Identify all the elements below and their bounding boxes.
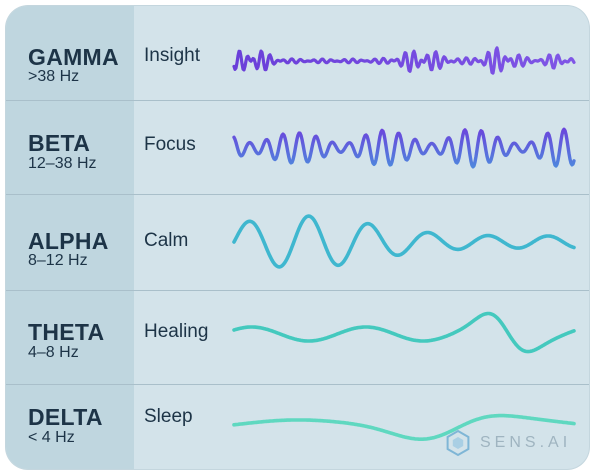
brand-logo-text: SENS.AI bbox=[480, 434, 572, 451]
beta-wave bbox=[232, 127, 576, 169]
band-name: GAMMA bbox=[28, 44, 119, 70]
band-name: ALPHA bbox=[28, 228, 109, 254]
mental-state: Calm bbox=[144, 230, 189, 251]
band-name: BETA bbox=[28, 130, 91, 156]
hexagon-logo-icon bbox=[446, 429, 470, 457]
mental-state: Sleep bbox=[144, 406, 193, 427]
row-divider bbox=[6, 384, 589, 385]
row-divider bbox=[6, 100, 589, 101]
theta-wave bbox=[232, 311, 576, 354]
band-range: 12–38 Hz bbox=[28, 155, 97, 172]
band-range: 8–12 Hz bbox=[28, 252, 88, 269]
brand-logo: SENS.AI bbox=[444, 429, 571, 457]
waveform-canvas bbox=[232, 46, 576, 441]
brainwave-card: GAMMA >38 Hz Insight BETA 12–38 Hz Focus… bbox=[6, 6, 589, 469]
band-name: DELTA bbox=[28, 404, 103, 430]
mental-state: Focus bbox=[144, 134, 196, 155]
mental-state: Healing bbox=[144, 321, 209, 342]
band-range: 4–8 Hz bbox=[28, 344, 79, 361]
alpha-wave bbox=[232, 214, 576, 269]
row-divider bbox=[6, 194, 589, 195]
delta-wave bbox=[232, 413, 576, 441]
band-range: < 4 Hz bbox=[28, 429, 75, 446]
band-range: >38 Hz bbox=[28, 68, 80, 85]
gamma-wave bbox=[232, 46, 576, 75]
band-rows: GAMMA >38 Hz Insight BETA 12–38 Hz Focus… bbox=[6, 6, 589, 469]
row-divider bbox=[6, 290, 589, 291]
band-label-column bbox=[6, 6, 134, 469]
band-name: THETA bbox=[28, 319, 105, 345]
mental-state: Insight bbox=[144, 45, 200, 66]
